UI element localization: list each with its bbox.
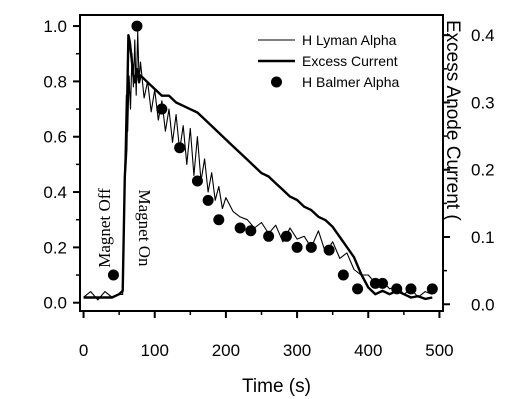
x-axis-title: Time (s) bbox=[242, 376, 311, 397]
balmer-alpha-point bbox=[131, 20, 143, 32]
balmer-alpha-point bbox=[234, 222, 246, 234]
balmer-alpha-point bbox=[280, 230, 292, 242]
y-right-tick-label: 0.1 bbox=[471, 228, 495, 247]
legend: H Lyman Alpha Excess Current H Balmer Alph… bbox=[258, 32, 399, 90]
y-left-tick-label: 0.2 bbox=[43, 238, 67, 257]
excess-current-line bbox=[83, 34, 433, 301]
balmer-alpha-point bbox=[426, 283, 438, 295]
balmer-alpha-point bbox=[213, 214, 225, 226]
axes-layer: 0 100 200 300 400 500 0.0 0.2 0.4 0.6 0.8 1.0 0.0 0.1… bbox=[43, 14, 495, 397]
magnet-off-label: Magnet Off bbox=[95, 188, 114, 268]
balmer-alpha-point bbox=[291, 241, 303, 253]
x-tick-label: 100 bbox=[141, 341, 169, 360]
balmer-alpha-point bbox=[405, 283, 417, 295]
x-tick-label: 400 bbox=[354, 341, 382, 360]
legend-label: H Balmer Alpha bbox=[302, 74, 399, 90]
y-right-tick-label: 0.0 bbox=[471, 295, 495, 314]
y-left-tick-label: 0.4 bbox=[43, 183, 67, 202]
balmer-alpha-point bbox=[191, 175, 203, 187]
balmer-alpha-point bbox=[337, 269, 349, 281]
y-left-tick-label: 0.8 bbox=[43, 72, 67, 91]
y-right-tick-label: 0.4 bbox=[471, 26, 495, 45]
balmer-alpha-point bbox=[107, 269, 119, 281]
y-left-tick-label: 1.0 bbox=[43, 17, 67, 36]
magnet-on-label: Magnet On bbox=[135, 190, 154, 267]
series-layer bbox=[83, 20, 438, 301]
balmer-alpha-point bbox=[305, 241, 317, 253]
y-right-tick-label: 0.3 bbox=[471, 93, 495, 112]
balmer-alpha-point bbox=[245, 225, 257, 237]
x-tick-label: 200 bbox=[212, 341, 240, 360]
annotation-layer: Magnet Off Magnet On bbox=[95, 188, 154, 268]
x-tick-label: 0 bbox=[79, 341, 88, 360]
y-left-tick-label: 0.0 bbox=[43, 294, 67, 313]
balmer-alpha-point bbox=[174, 142, 186, 154]
balmer-alpha-point bbox=[391, 283, 403, 295]
balmer-alpha-point bbox=[377, 277, 388, 289]
balmer-alpha-point bbox=[156, 103, 168, 115]
x-tick-label: 300 bbox=[283, 341, 311, 360]
y-right-axis-title: Excess Anode Current ( bbox=[442, 20, 463, 221]
legend-label: Excess Current bbox=[302, 53, 398, 69]
y-left-tick-label: 0.6 bbox=[43, 128, 67, 147]
legend-label: H Lyman Alpha bbox=[302, 32, 397, 48]
balmer-alpha-point bbox=[202, 194, 214, 206]
legend-swatch-balmer-alpha bbox=[271, 76, 282, 88]
balmer-alpha-point bbox=[263, 230, 275, 242]
balmer-alpha-point bbox=[352, 283, 364, 295]
balmer-alpha-point bbox=[323, 244, 335, 256]
y-right-tick-label: 0.2 bbox=[471, 161, 495, 180]
x-tick-label: 500 bbox=[425, 341, 453, 360]
